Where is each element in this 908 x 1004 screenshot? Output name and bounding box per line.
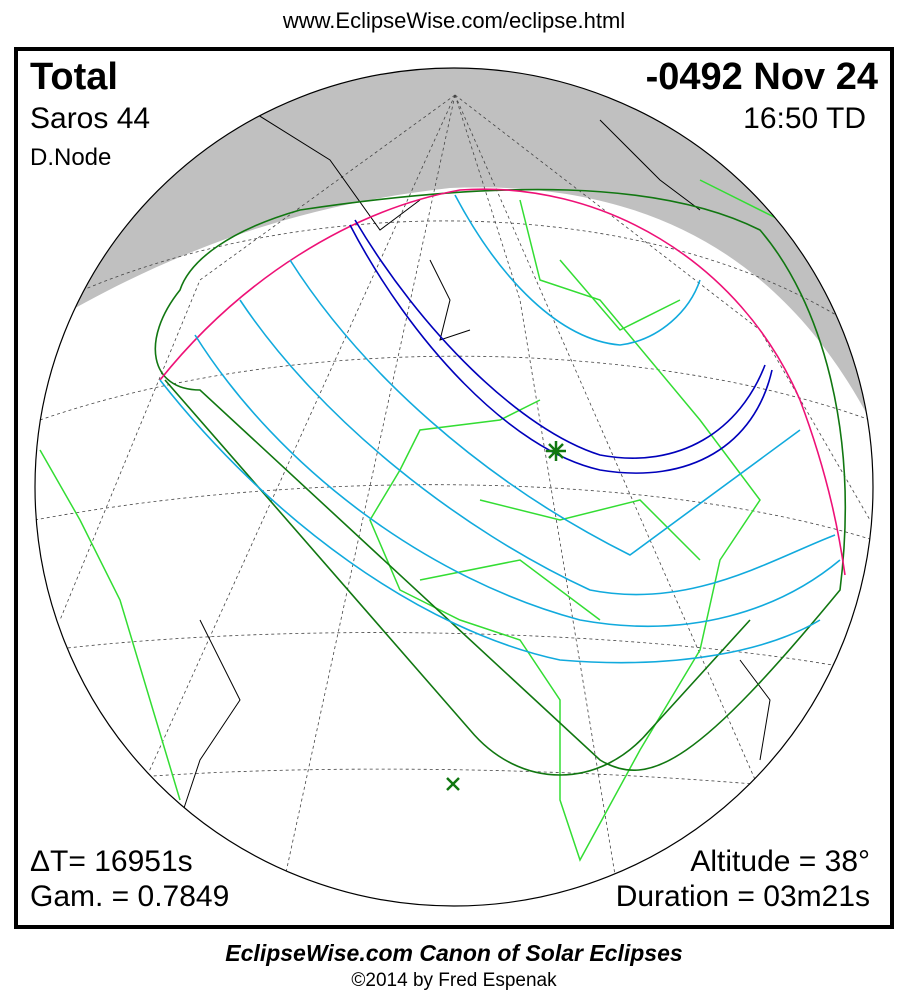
subsolar-x-icon bbox=[446, 777, 460, 791]
delta-t: ΔT= 16951s bbox=[30, 845, 193, 878]
footer-copyright: ©2014 by Fred Espenak bbox=[351, 970, 557, 991]
umbra-north bbox=[354, 219, 766, 459]
greatest-eclipse-star-icon bbox=[546, 441, 566, 461]
footer-title: EclipseWise.com Canon of Solar Eclipses bbox=[225, 940, 683, 966]
altitude: Altitude = 38° bbox=[690, 845, 870, 878]
penumbra-limit-2 bbox=[164, 379, 751, 776]
duration: Duration = 03m21s bbox=[615, 880, 870, 913]
umbra-south bbox=[349, 224, 773, 474]
map-frame bbox=[14, 47, 894, 929]
eclipse-type: Total bbox=[30, 56, 118, 98]
node: D.Node bbox=[30, 144, 112, 171]
coastlines bbox=[179, 109, 771, 821]
header-url: www.EclipseWise.com/eclipse.html bbox=[282, 8, 626, 33]
gamma: Gam. = 0.7849 bbox=[30, 880, 230, 913]
night-region bbox=[35, 68, 873, 420]
globe bbox=[35, 68, 873, 906]
northern-limit bbox=[159, 188, 846, 576]
penumbra-outer-limit bbox=[154, 188, 846, 772]
land-borders bbox=[39, 179, 841, 862]
eclipse-date: -0492 Nov 24 bbox=[645, 56, 878, 98]
saros: Saros 44 bbox=[30, 102, 151, 135]
eclipse-paths bbox=[154, 188, 846, 776]
eclipse-time: 16:50 TD bbox=[743, 102, 866, 135]
